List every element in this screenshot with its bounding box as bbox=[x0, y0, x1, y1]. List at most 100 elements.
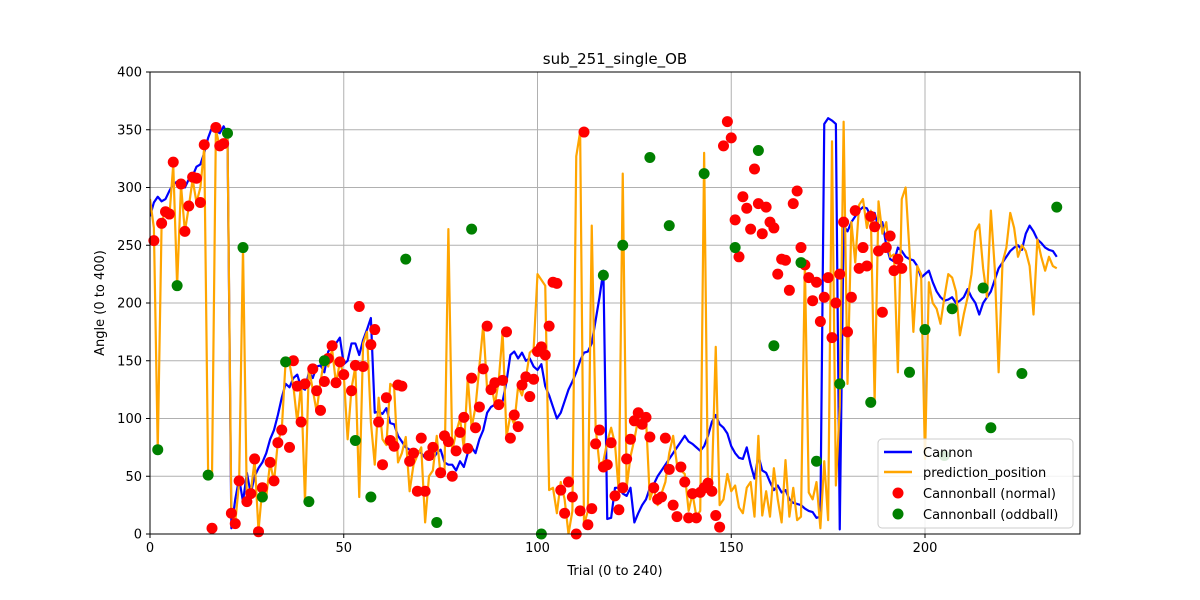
scatter-point-2 bbox=[795, 242, 807, 254]
scatter-point-2 bbox=[621, 453, 633, 465]
scatter-point-2 bbox=[435, 467, 447, 479]
scatter-point-2 bbox=[175, 178, 187, 190]
scatter-point-2 bbox=[148, 235, 160, 247]
x-tick-label: 50 bbox=[335, 541, 352, 556]
scatter-point-2 bbox=[377, 459, 388, 471]
scatter-point-2 bbox=[737, 191, 749, 203]
scatter-point-2 bbox=[198, 139, 210, 151]
scatter-point-2 bbox=[896, 262, 908, 274]
scatter-point-2 bbox=[551, 277, 563, 289]
scatter-point-2 bbox=[446, 470, 458, 482]
scatter-point-2 bbox=[718, 140, 729, 152]
scatter-point-3 bbox=[431, 516, 443, 528]
scatter-point-2 bbox=[644, 431, 656, 443]
scatter-point-2 bbox=[826, 332, 838, 344]
scatter-point-2 bbox=[842, 326, 853, 338]
scatter-point-2 bbox=[563, 476, 574, 488]
scatter-point-2 bbox=[559, 507, 571, 519]
y-tick-label: 0 bbox=[134, 528, 142, 543]
y-tick-label: 250 bbox=[117, 239, 142, 254]
scatter-point-2 bbox=[772, 268, 784, 280]
scatter-point-2 bbox=[249, 453, 261, 465]
x-tick-label: 150 bbox=[719, 541, 744, 556]
scatter-point-2 bbox=[272, 437, 284, 449]
scatter-point-3 bbox=[318, 355, 330, 367]
scatter-point-3 bbox=[466, 223, 478, 235]
scatter-point-2 bbox=[876, 306, 888, 318]
scatter-point-3 bbox=[597, 269, 609, 281]
scatter-point-3 bbox=[152, 444, 164, 456]
scatter-point-3 bbox=[1016, 367, 1028, 379]
scatter-point-2 bbox=[714, 521, 726, 533]
scatter-point-2 bbox=[167, 156, 179, 168]
scatter-point-2 bbox=[539, 349, 551, 361]
scatter-point-3 bbox=[698, 168, 710, 180]
scatter-point-2 bbox=[330, 377, 342, 389]
scatter-point-2 bbox=[663, 463, 675, 475]
y-tick-label: 200 bbox=[117, 297, 142, 312]
scatter-point-2 bbox=[419, 485, 431, 497]
scatter-point-2 bbox=[338, 369, 350, 381]
scatter-point-2 bbox=[191, 172, 202, 184]
scatter-point-2 bbox=[508, 409, 520, 421]
scatter-point-2 bbox=[733, 251, 745, 263]
scatter-point-2 bbox=[818, 291, 830, 303]
scatter-point-3 bbox=[768, 340, 780, 352]
scatter-point-2 bbox=[210, 121, 222, 133]
scatter-point-2 bbox=[315, 404, 326, 416]
x-axis-label: Trial (0 to 240) bbox=[566, 564, 662, 579]
scatter-point-2 bbox=[218, 138, 230, 150]
y-tick-label: 350 bbox=[117, 123, 142, 138]
scatter-point-2 bbox=[454, 426, 466, 438]
scatter-point-2 bbox=[590, 438, 602, 450]
legend-label-normal: Cannonball (normal) bbox=[923, 487, 1056, 502]
scatter-point-2 bbox=[245, 488, 257, 500]
scatter-point-3 bbox=[729, 242, 741, 254]
scatter-point-3 bbox=[795, 257, 807, 269]
scatter-point-2 bbox=[156, 217, 168, 229]
scatter-point-2 bbox=[760, 201, 772, 213]
scatter-point-2 bbox=[179, 225, 191, 237]
scatter-point-2 bbox=[807, 295, 819, 307]
scatter-point-2 bbox=[721, 116, 733, 128]
scatter-point-2 bbox=[648, 482, 660, 494]
scatter-point-2 bbox=[206, 522, 218, 534]
scatter-point-2 bbox=[869, 221, 881, 233]
scatter-point-2 bbox=[865, 210, 877, 222]
scatter-point-2 bbox=[466, 372, 478, 384]
scatter-point-2 bbox=[814, 315, 826, 327]
scatter-point-2 bbox=[780, 254, 791, 266]
scatter-point-2 bbox=[861, 260, 873, 272]
plot-frame bbox=[149, 71, 1081, 535]
scatter-point-2 bbox=[462, 443, 474, 455]
scatter-point-2 bbox=[609, 490, 621, 502]
scatter-point-2 bbox=[299, 378, 311, 390]
scatter-point-2 bbox=[830, 297, 842, 309]
scatter-point-2 bbox=[334, 356, 346, 368]
scatter-point-2 bbox=[667, 499, 679, 511]
scatter-point-3 bbox=[237, 242, 249, 254]
scatter-point-2 bbox=[388, 440, 400, 452]
scatter-point-2 bbox=[504, 432, 516, 444]
scatter-point-2 bbox=[163, 208, 175, 220]
scatter-point-3 bbox=[1051, 201, 1063, 213]
scatter-point-3 bbox=[977, 282, 989, 294]
scatter-point-2 bbox=[849, 205, 861, 217]
scatter-layer bbox=[148, 116, 1063, 540]
scatter-point-2 bbox=[706, 485, 718, 497]
scatter-point-2 bbox=[880, 242, 892, 254]
scatter-point-2 bbox=[656, 491, 667, 503]
scatter-point-3 bbox=[256, 491, 268, 503]
scatter-point-2 bbox=[605, 437, 617, 449]
legend-swatch-oddball bbox=[892, 508, 904, 520]
scatter-point-2 bbox=[284, 441, 295, 453]
scatter-point-2 bbox=[373, 416, 385, 428]
scatter-point-2 bbox=[884, 230, 896, 242]
scatter-point-2 bbox=[408, 447, 419, 459]
scatter-point-2 bbox=[690, 512, 702, 524]
scatter-point-2 bbox=[679, 476, 691, 488]
scatter-point-2 bbox=[470, 422, 481, 434]
scatter-point-2 bbox=[582, 519, 594, 531]
y-tick-label: 50 bbox=[125, 470, 142, 485]
scatter-point-3 bbox=[865, 396, 877, 408]
